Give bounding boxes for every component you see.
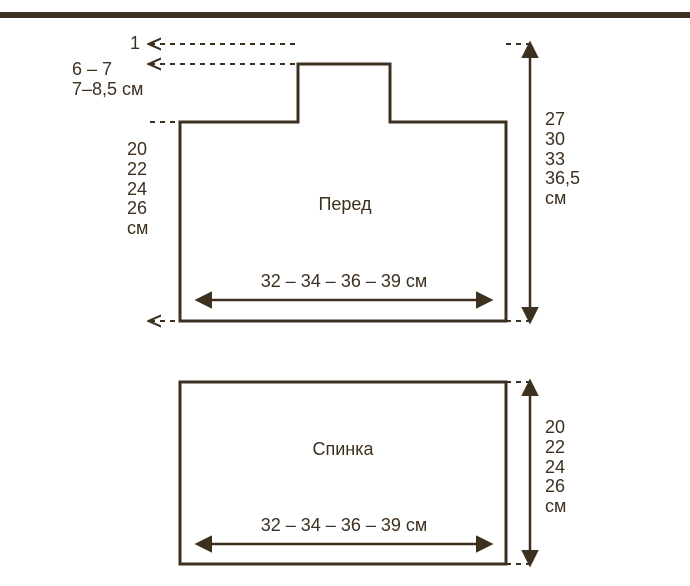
front-dim-body-height: 20 22 24 26 см <box>127 140 148 239</box>
front-dim-width: 32 – 34 – 36 – 39 см <box>198 272 490 292</box>
back-outline <box>180 382 506 564</box>
back-title: Спинка <box>298 440 388 460</box>
front-dim-1: 1 <box>130 34 140 54</box>
back-dim-height: 20 22 24 26 см <box>545 418 566 517</box>
front-dim-shoulder: 6 – 7 7–8,5 см <box>72 60 143 100</box>
front-title: Перед <box>300 195 390 215</box>
front-dim-total-height: 27 30 33 36,5 см <box>545 110 580 209</box>
back-dim-width: 32 – 34 – 36 – 39 см <box>198 516 490 536</box>
